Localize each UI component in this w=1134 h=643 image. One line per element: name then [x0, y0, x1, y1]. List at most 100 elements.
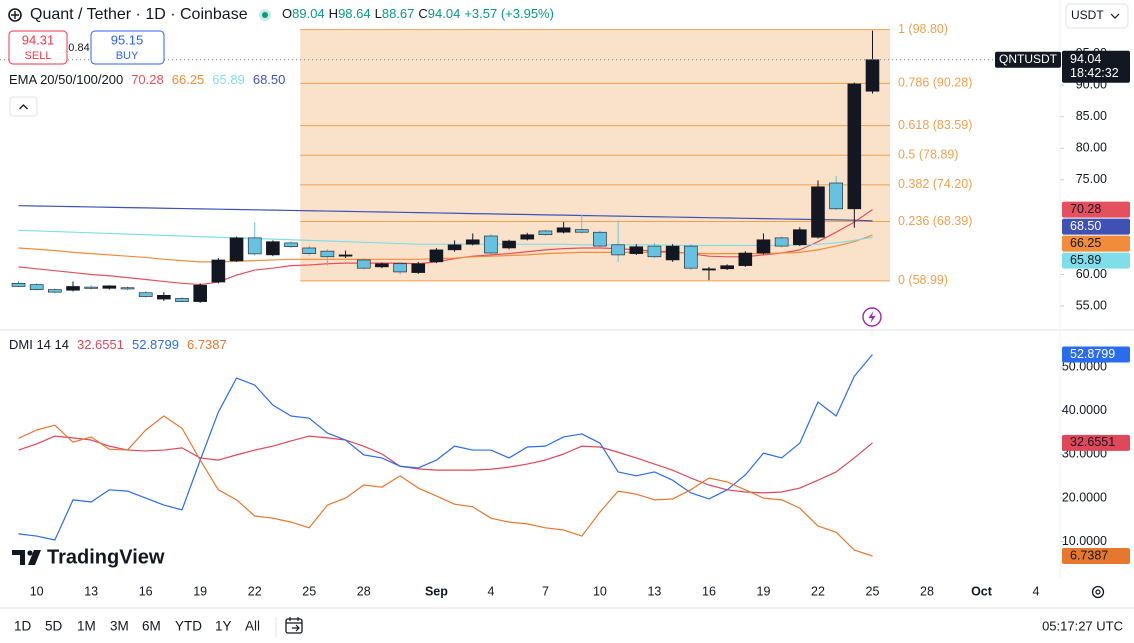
change-value: +3.57 (+3.95%) — [464, 6, 554, 21]
x-tick-label: 19 — [193, 584, 207, 598]
candle-body — [793, 229, 807, 246]
value-tag-label: 6.7387 — [1070, 548, 1108, 562]
symbol-icon — [8, 8, 22, 22]
candle-body — [11, 283, 26, 287]
collapse-button[interactable] — [9, 96, 38, 117]
y-tick-label: 85.00 — [1076, 109, 1107, 123]
y-tick-label: 75.00 — [1076, 172, 1107, 186]
date-range-icon[interactable] — [285, 617, 303, 634]
candle-body — [29, 284, 44, 290]
candle-body — [411, 263, 426, 273]
candle-body — [266, 241, 280, 256]
alert-icon[interactable] — [862, 307, 882, 327]
x-tick-label: 25 — [866, 584, 880, 598]
spread: 0.84 — [68, 42, 89, 54]
value-tag — [1062, 548, 1130, 565]
fib-label: 0.786 (90.28) — [898, 76, 972, 90]
value-tag — [1062, 252, 1130, 269]
y-tick-label: 55.00 — [1076, 298, 1107, 312]
timeframe-button[interactable]: 3M — [110, 619, 129, 634]
candle-body — [138, 292, 153, 297]
settings-icon[interactable] — [1091, 585, 1105, 599]
y-tick-label: 50.0000 — [1062, 359, 1107, 373]
symbol-title: Quant / Tether · 1D · Coinbase — [30, 6, 248, 23]
buy-price[interactable]: 95.15 — [111, 32, 144, 47]
candle-body — [247, 237, 262, 255]
candle-body — [465, 239, 480, 245]
x-tick-label: 28 — [357, 584, 371, 598]
candle-body — [720, 265, 734, 270]
dmi-label: DMI 14 14 — [9, 337, 69, 352]
dmi-value: 32.6551 — [77, 337, 124, 352]
low-value: 88.67 — [382, 6, 415, 21]
buy-button[interactable]: 95.15 BUY — [90, 30, 165, 65]
chevron-down[interactable] — [1110, 13, 1120, 19]
candle-body — [865, 59, 880, 92]
candle-body — [847, 83, 862, 210]
fib-label: 0 (58.99) — [898, 273, 948, 287]
x-tick-label: 10 — [30, 584, 44, 598]
candle-body — [375, 263, 389, 268]
x-tick-label: 22 — [811, 584, 825, 598]
candle-body — [48, 289, 62, 293]
value-tag — [1062, 235, 1130, 252]
ema-value: 70.28 — [131, 72, 164, 87]
dmi-value: 52.8799 — [132, 337, 179, 352]
candle-body — [702, 268, 716, 271]
candle-body — [338, 254, 353, 257]
dmi-value: 6.7387 — [187, 337, 227, 352]
x-tick-label: 10 — [593, 584, 607, 598]
candle-body — [229, 237, 244, 262]
sell-label[interactable]: SELL — [25, 50, 52, 62]
candle-body — [593, 231, 607, 247]
candle-body — [665, 245, 680, 261]
candle-body — [284, 242, 298, 248]
ema-value: 65.89 — [212, 72, 245, 87]
candle-body — [484, 235, 498, 254]
collapse-box[interactable] — [9, 96, 38, 117]
fib-label: 0.618 (83.59) — [898, 118, 972, 132]
x-tick-label: 16 — [139, 584, 153, 598]
chevron-up[interactable] — [19, 104, 28, 110]
sell-button[interactable]: 94.31 SELL — [8, 30, 68, 65]
ohlc-letter: H — [329, 6, 338, 21]
candle-body — [756, 239, 771, 254]
ema-value: 68.50 — [253, 72, 286, 87]
candle-body — [538, 230, 553, 236]
close-value: 94.04 — [428, 6, 461, 21]
y-tick-label: 60.00 — [1076, 267, 1107, 281]
value-tag — [1062, 201, 1130, 218]
dmi-line — [18, 435, 873, 494]
timeframe-button[interactable]: 1Y — [215, 619, 232, 634]
ema-label: EMA 20/50/100/200 — [9, 72, 123, 87]
candle-body — [520, 234, 535, 240]
timeframe-button[interactable]: YTD — [175, 619, 202, 634]
currency-box[interactable] — [1065, 3, 1129, 29]
candle-body — [611, 244, 625, 256]
currency[interactable]: USDT — [1071, 8, 1104, 22]
buy-label[interactable]: BUY — [116, 50, 139, 62]
candle-body — [211, 259, 226, 283]
timeframe-button[interactable]: 5D — [45, 619, 63, 634]
timeframe-button[interactable]: 1M — [77, 619, 96, 634]
sell-box[interactable] — [8, 30, 68, 65]
candle-body — [502, 240, 516, 249]
candle-body — [738, 252, 753, 266]
clock: 05:17:27 UTC — [1042, 618, 1123, 633]
ema-line — [18, 205, 873, 222]
y-tick-label: 40.0000 — [1062, 403, 1107, 417]
price-tag-value: 94.04 — [1070, 52, 1101, 66]
y-tick-label: 10.0000 — [1062, 534, 1107, 548]
candle-body — [629, 246, 644, 254]
candle-body — [574, 229, 589, 233]
buy-box[interactable] — [90, 30, 165, 65]
sell-price[interactable]: 94.31 — [22, 32, 55, 47]
timeframe-button[interactable]: 6M — [142, 619, 161, 634]
currency-button[interactable]: USDT — [1065, 3, 1129, 29]
x-tick-label: 4 — [1033, 584, 1040, 598]
x-tick-label: 7 — [542, 584, 549, 598]
timeframe-button[interactable]: 1D — [14, 619, 32, 634]
timeframe-button[interactable]: All — [245, 619, 260, 634]
